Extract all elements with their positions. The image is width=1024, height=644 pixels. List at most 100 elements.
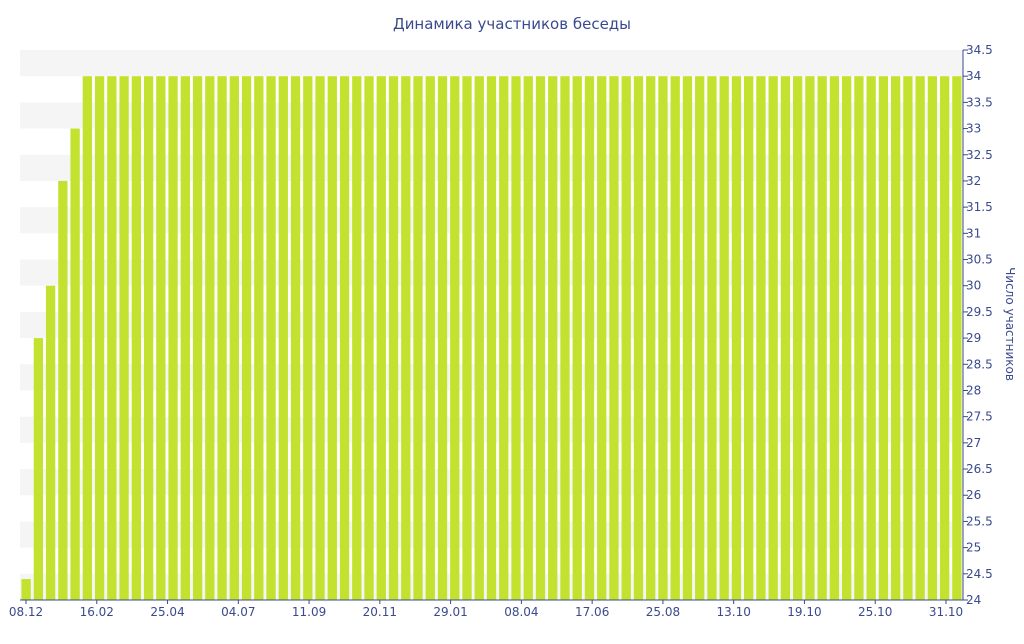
bars — [21, 76, 961, 600]
bar — [34, 338, 43, 600]
y-tick-label: 31.5 — [966, 200, 993, 214]
bar — [940, 76, 949, 600]
y-axis: 24 24.5 25 25.5 26 26.5 27 27.5 28 28.5 29 29.5 30 30… — [963, 43, 993, 607]
x-tick-label: 17.06 — [575, 605, 609, 619]
bar — [303, 76, 312, 600]
bar — [511, 76, 520, 600]
bar — [769, 76, 778, 600]
bar — [279, 76, 288, 600]
y-tick-label: 29 — [966, 331, 981, 345]
y-tick-label: 33.5 — [966, 95, 993, 109]
bar — [401, 76, 410, 600]
bar — [548, 76, 557, 600]
bar — [903, 76, 912, 600]
bar — [707, 76, 716, 600]
bar — [854, 76, 863, 600]
y-tick-label: 30 — [966, 279, 981, 293]
bar — [462, 76, 471, 600]
bar — [952, 76, 961, 600]
x-tick-label: 20.11 — [363, 605, 397, 619]
bar — [818, 76, 827, 600]
x-tick-label: 25.08 — [646, 605, 680, 619]
bar — [450, 76, 459, 600]
bar — [95, 76, 104, 600]
bar — [291, 76, 300, 600]
bar — [132, 76, 141, 600]
bar — [352, 76, 361, 600]
background-band — [20, 50, 963, 76]
y-axis-label: Число участников — [1003, 267, 1017, 381]
y-tick-label: 32.5 — [966, 148, 993, 162]
bar — [658, 76, 667, 600]
bar — [70, 129, 79, 600]
x-tick-label: 31.10 — [929, 605, 963, 619]
x-axis: 08.12 16.02 25.04 04.07 11.09 20.11 29.01 08.04… — [9, 600, 963, 619]
bar — [499, 76, 508, 600]
x-tick-label: 11.09 — [292, 605, 326, 619]
y-tick-label: 31 — [966, 226, 981, 240]
y-tick-label: 25 — [966, 541, 981, 555]
y-tick-label: 34.5 — [966, 43, 993, 57]
y-tick-label: 29.5 — [966, 305, 993, 319]
bar — [46, 286, 55, 600]
bar — [168, 76, 177, 600]
bar — [683, 76, 692, 600]
y-tick-label: 24.5 — [966, 567, 993, 581]
bar — [242, 76, 251, 600]
bar — [867, 76, 876, 600]
bar — [805, 76, 814, 600]
y-tick-label: 33 — [966, 122, 981, 136]
bar — [781, 76, 790, 600]
bar — [560, 76, 569, 600]
y-tick-label: 28 — [966, 383, 981, 397]
bar — [744, 76, 753, 600]
bar — [181, 76, 190, 600]
bar — [830, 76, 839, 600]
bar — [842, 76, 851, 600]
bar — [585, 76, 594, 600]
x-tick-label: 08.12 — [9, 605, 43, 619]
bar — [364, 76, 373, 600]
chart-title: Динамика участников беседы — [393, 15, 631, 33]
bar — [413, 76, 422, 600]
y-tick-label: 30.5 — [966, 253, 993, 267]
bar — [573, 76, 582, 600]
bar — [119, 76, 128, 600]
y-tick-label: 27.5 — [966, 410, 993, 424]
bar — [21, 579, 30, 600]
y-tick-label: 27 — [966, 436, 981, 450]
x-tick-label: 25.10 — [858, 605, 892, 619]
bar — [928, 76, 937, 600]
bar — [328, 76, 337, 600]
x-tick-label: 19.10 — [787, 605, 821, 619]
bar — [732, 76, 741, 600]
x-tick-label: 08.04 — [504, 605, 538, 619]
bar — [389, 76, 398, 600]
x-tick-label: 25.04 — [150, 605, 184, 619]
bar — [144, 76, 153, 600]
y-tick-label: 26.5 — [966, 462, 993, 476]
x-tick-label: 13.10 — [717, 605, 751, 619]
y-tick-label: 32 — [966, 174, 981, 188]
bar — [695, 76, 704, 600]
bar — [634, 76, 643, 600]
bar — [254, 76, 263, 600]
bar — [487, 76, 496, 600]
bar — [340, 76, 349, 600]
bar — [83, 76, 92, 600]
bar — [217, 76, 226, 600]
bar — [879, 76, 888, 600]
bar — [475, 76, 484, 600]
bar — [266, 76, 275, 600]
bar — [720, 76, 729, 600]
bar — [622, 76, 631, 600]
bar — [609, 76, 618, 600]
bar — [597, 76, 606, 600]
bar — [793, 76, 802, 600]
bar — [524, 76, 533, 600]
bar — [377, 76, 386, 600]
bar — [646, 76, 655, 600]
x-tick-label: 16.02 — [80, 605, 114, 619]
